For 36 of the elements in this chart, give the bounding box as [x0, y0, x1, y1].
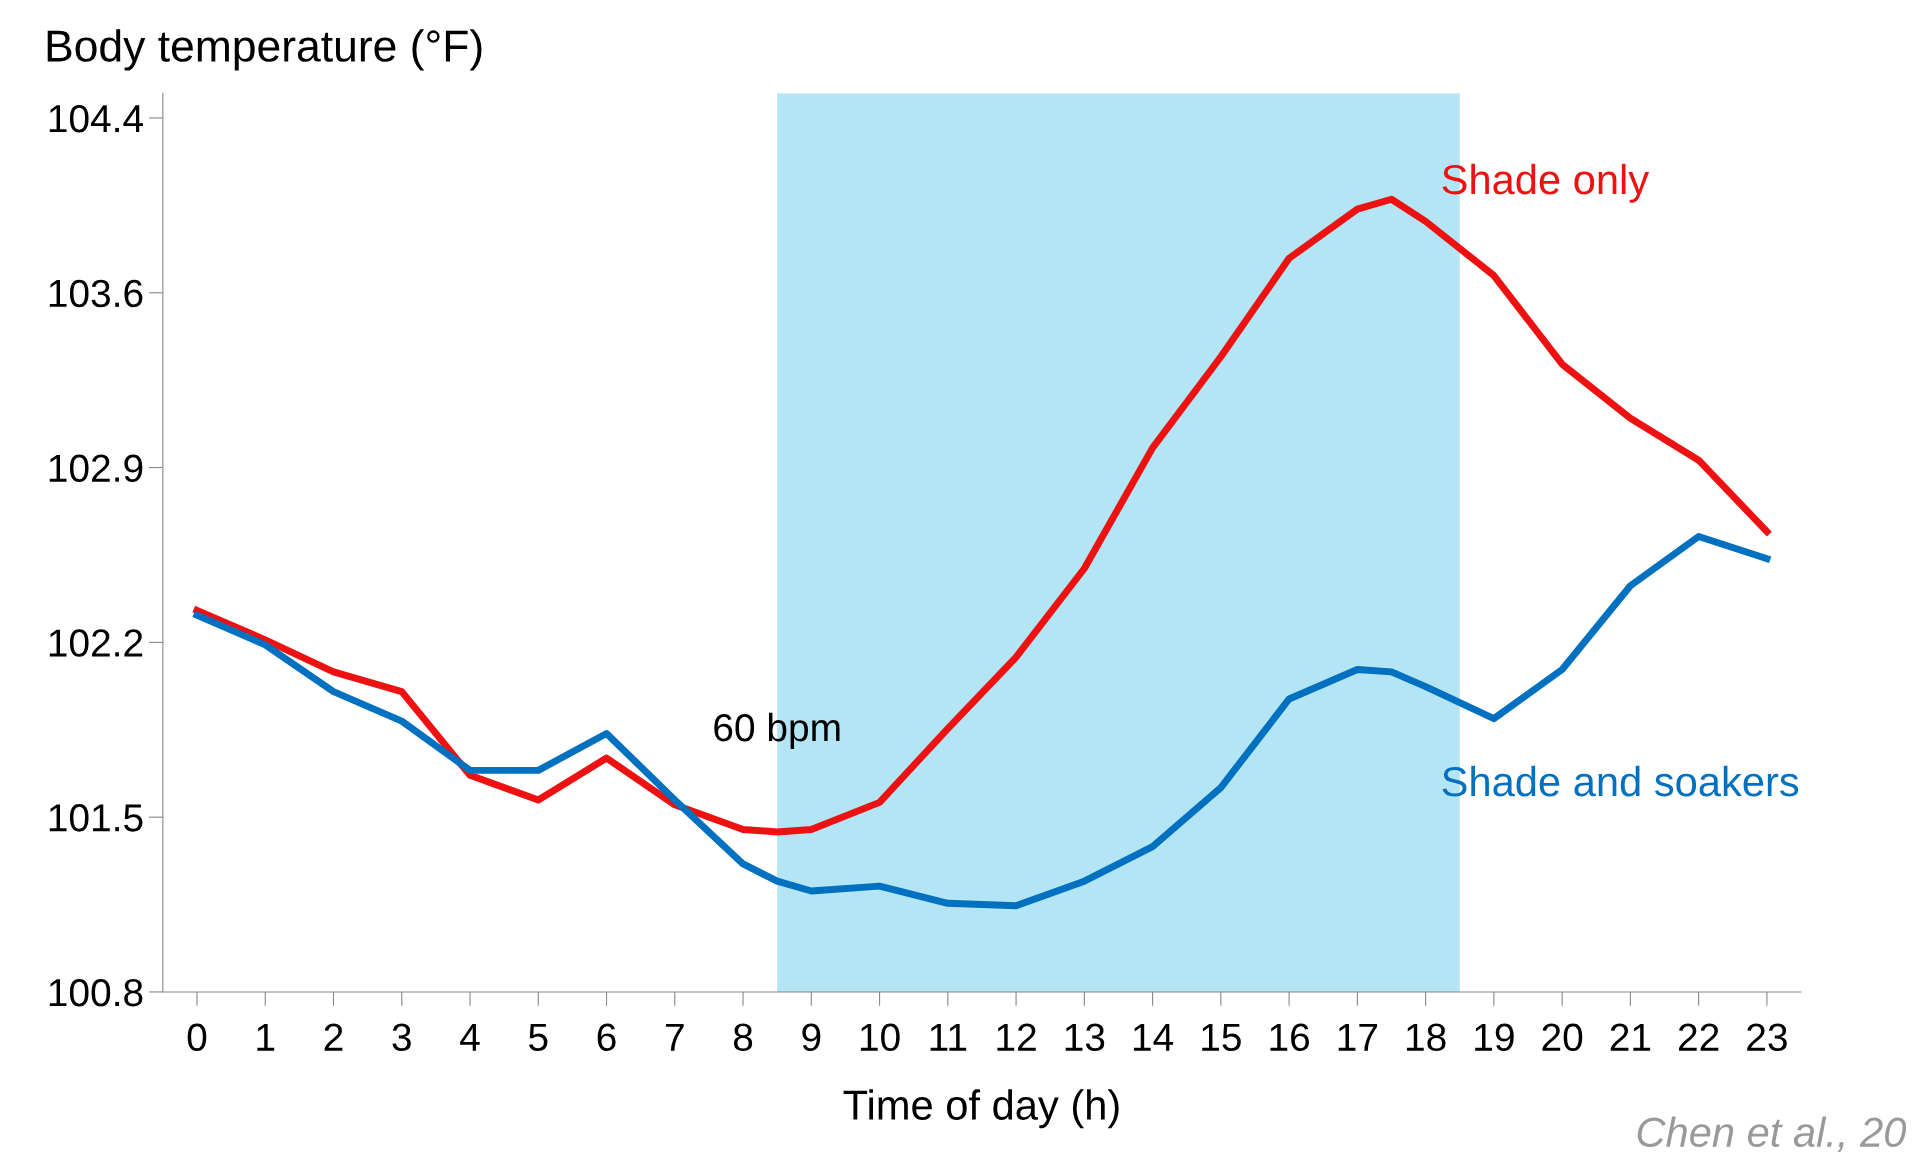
x-tick-label: 10	[860, 1023, 900, 1052]
x-tick-label: 21	[1610, 1023, 1651, 1051]
x-tick-label: 8	[733, 1023, 753, 1052]
x-tick-label: 17	[1338, 1023, 1378, 1051]
y-tick-label: 101.5	[49, 804, 143, 832]
y-tick-label: 102.9	[49, 454, 143, 483]
x-tick-label: 14	[1133, 1023, 1174, 1051]
x-tick-label: 9	[802, 1023, 821, 1052]
x-tick-label: 18	[1406, 1023, 1446, 1052]
y-tick-label: 100.8	[49, 978, 143, 1007]
x-tick-label: 11	[930, 1023, 967, 1051]
text: Chen et al., 20	[1637, 1116, 1907, 1153]
x-tick-label: 20	[1542, 1023, 1583, 1052]
x-tick-label: 19	[1475, 1023, 1514, 1052]
x-tick-label: 6	[597, 1023, 616, 1052]
x-tick-label: 3	[392, 1023, 411, 1052]
x-tick-label: 0	[187, 1023, 207, 1052]
x-tick-label: 22	[1678, 1023, 1719, 1051]
x-tick-label: 5	[529, 1023, 548, 1052]
x-tick-label: 13	[1065, 1023, 1105, 1052]
annotation: 60 bpm	[714, 712, 840, 750]
y-tick-label: 104.4	[49, 104, 143, 133]
y-axis-title: Body temperature (°F)	[47, 29, 482, 71]
y-tick-label: 103.6	[49, 279, 143, 308]
x-tick-label: 4	[460, 1023, 480, 1051]
x-tick-label: 23	[1747, 1023, 1787, 1052]
x-tick-label: 15	[1202, 1023, 1241, 1052]
y-tick-label: 102.2	[49, 629, 143, 657]
x-tick-label: 7	[665, 1023, 684, 1051]
x-axis-title: Time of day (h)	[843, 1089, 1119, 1129]
series-label: Shade only	[1442, 163, 1650, 203]
x-tick-label: 12	[997, 1023, 1036, 1051]
x-tick-label: 1	[257, 1023, 275, 1051]
x-tick-label: 16	[1270, 1023, 1310, 1052]
x-tick-label: 2	[324, 1023, 343, 1051]
series-label: Shade and soakers	[1442, 765, 1799, 797]
